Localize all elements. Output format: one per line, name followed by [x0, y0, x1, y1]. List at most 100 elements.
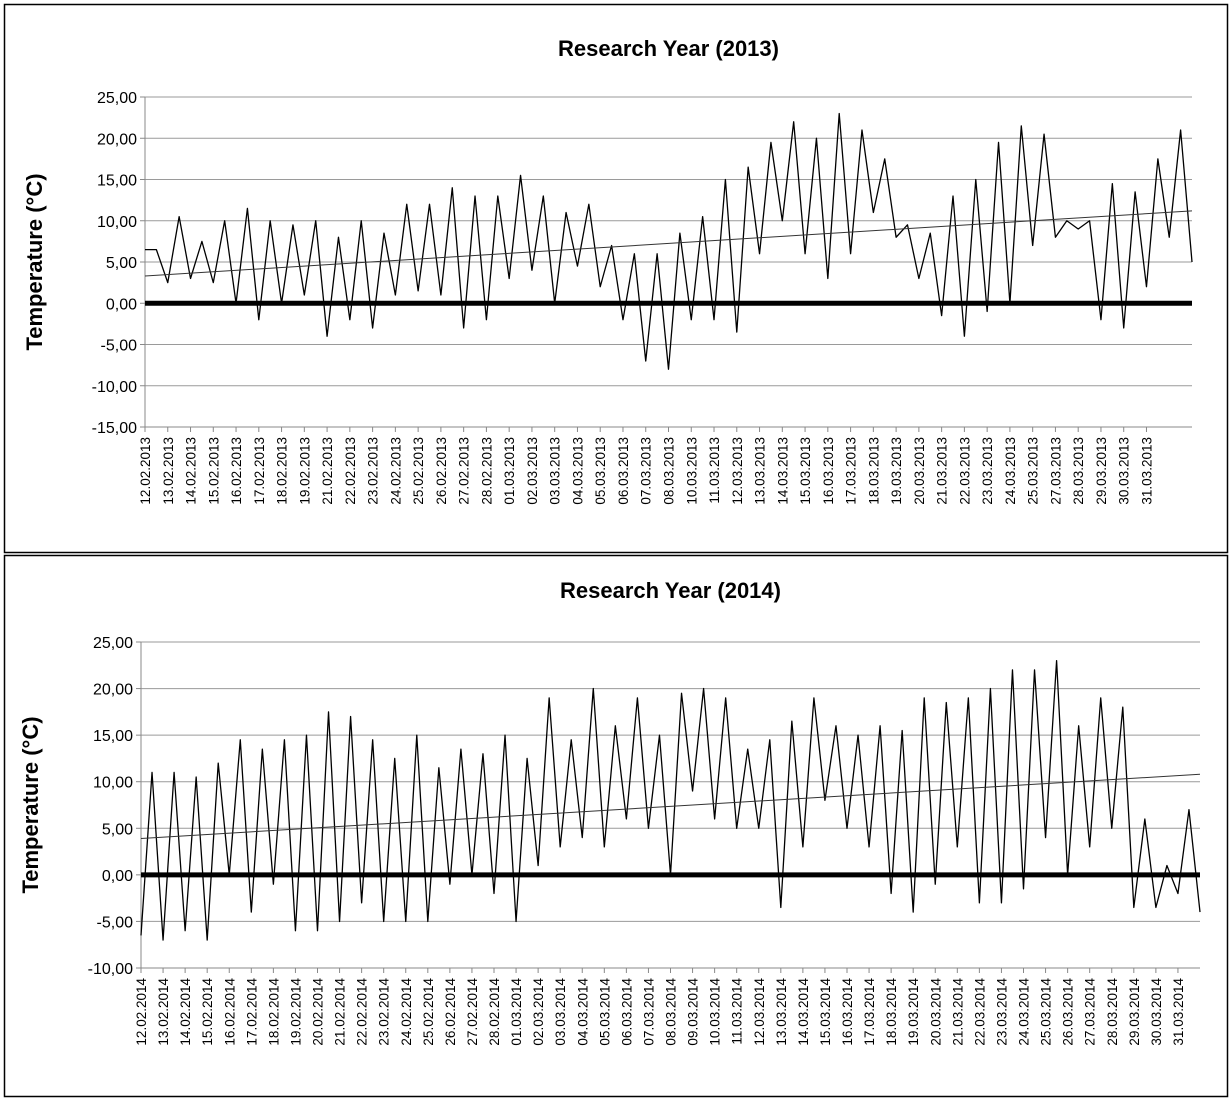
x-tick-label: 14.02.2014: [178, 978, 193, 1046]
x-tick-label: 26.03.2014: [1061, 978, 1076, 1046]
x-tick-label: 22.02.2014: [355, 978, 370, 1046]
x-tick-label: 24.03.2013: [1003, 437, 1018, 505]
x-tick-label: 17.02.2013: [252, 437, 267, 505]
y-tick-label: -5,00: [101, 338, 138, 355]
x-tick-label: 21.02.2014: [333, 978, 348, 1046]
x-tick-label: 10.03.2014: [708, 978, 723, 1046]
x-tick-label: 13.02.2014: [156, 978, 171, 1046]
y-tick-label: 25,00: [97, 90, 137, 107]
x-tick-label: 21.02.2013: [320, 437, 335, 505]
x-tick-label: 15.03.2014: [818, 978, 833, 1046]
temperature-line: [140, 659, 1201, 941]
y-tick-label: 0,00: [106, 296, 137, 313]
y-tick-label: 20,00: [97, 131, 137, 148]
x-tick-label: 01.03.2013: [502, 437, 517, 505]
x-tick-label: 26.02.2014: [443, 978, 458, 1046]
x-tick-label: 24.02.2014: [399, 978, 414, 1046]
x-tick-label: 04.03.2013: [570, 437, 585, 505]
y-tick-label: -10,00: [88, 961, 133, 978]
x-tick-label: 16.02.2013: [229, 437, 244, 505]
y-tick-label: -5,00: [97, 914, 134, 931]
x-tick-label: 14.03.2014: [796, 978, 811, 1046]
x-tick-label: 31.03.2014: [1171, 978, 1186, 1046]
chart: -10,00 -5,00 0,00 5,00 10,00 15,00 20,00 25,00 1…: [18, 578, 1201, 1046]
y-tick-label: 25,00: [93, 635, 133, 652]
x-tick-label: 23.02.2013: [366, 437, 381, 505]
panel-frame: [3, 3, 1229, 554]
x-tick-label: 22.03.2014: [972, 978, 987, 1046]
x-tick-label: 16.03.2014: [840, 978, 855, 1046]
x-tick-label: 18.03.2014: [884, 978, 899, 1046]
x-tick-label: 17.03.2014: [862, 978, 877, 1046]
x-tick-label: 29.03.2014: [1127, 978, 1142, 1046]
x-tick-label: 12.03.2014: [752, 978, 767, 1046]
x-tick-label: 27.03.2014: [1083, 978, 1098, 1046]
chart-title: Research Year (2014): [560, 578, 781, 603]
x-tick-label: 27.03.2013: [1048, 437, 1063, 505]
x-tick-label: 28.02.2013: [479, 437, 494, 505]
x-tick-label: 02.03.2013: [525, 437, 540, 505]
x-tick-label: 20.03.2014: [928, 978, 943, 1046]
x-tick-label: 29.03.2013: [1094, 437, 1109, 505]
trendline: [144, 210, 1193, 277]
x-tick-label: 06.03.2013: [616, 437, 631, 505]
x-tick-label: 25.03.2014: [1039, 978, 1054, 1046]
x-tick-label: 07.03.2014: [641, 978, 656, 1046]
x-tick-label: 11.03.2013: [707, 437, 722, 504]
x-tick-label: 03.03.2014: [553, 978, 568, 1046]
x-tick-label: 12.02.2013: [138, 437, 153, 505]
x-tick-label: 21.03.2013: [935, 437, 950, 505]
x-tick-label: 21.03.2014: [950, 978, 965, 1046]
x-tick-label: 15.02.2013: [206, 437, 221, 505]
x-tick-label: 02.03.2014: [531, 978, 546, 1046]
x-tick-label: 28.02.2014: [487, 978, 502, 1046]
x-tick-label: 11.03.2014: [730, 978, 745, 1045]
x-tick-label: 27.02.2014: [465, 978, 480, 1046]
y-tick-label: 0,00: [102, 868, 133, 885]
y-tick-label: 10,00: [93, 775, 133, 792]
x-tick-label: 13.03.2014: [774, 978, 789, 1046]
x-tick-label: 24.03.2014: [1017, 978, 1032, 1046]
y-tick-label: 15,00: [93, 728, 133, 745]
x-tick-label: 13.03.2013: [753, 437, 768, 505]
x-tick-label: 05.03.2014: [597, 978, 612, 1046]
y-axis-label: Temperature (°C): [18, 716, 43, 893]
y-tick-label: 15,00: [97, 173, 137, 190]
x-tick-label: 18.03.2013: [866, 437, 881, 505]
x-tick-label: 08.03.2013: [662, 437, 677, 505]
x-tick-label: 10.03.2013: [684, 437, 699, 505]
x-tick-label: 30.03.2013: [1117, 437, 1132, 505]
x-tick-label: 27.02.2013: [457, 437, 472, 505]
trendline: [140, 773, 1201, 840]
x-tick-label: 19.02.2013: [297, 437, 312, 505]
x-tick-label: 28.03.2014: [1105, 978, 1120, 1046]
y-tick-label: -15,00: [92, 420, 137, 437]
x-tick-label: 31.03.2013: [1139, 437, 1154, 505]
panel-frame: [3, 554, 1229, 1098]
x-tick-label: 16.02.2014: [222, 978, 237, 1046]
chart: -15,00 -10,00 -5,00 0,00 5,00 10,00 15,00 20,00…: [22, 36, 1193, 505]
x-tick-label: 03.03.2013: [548, 437, 563, 505]
x-tick-label: 25.03.2013: [1026, 437, 1041, 505]
x-tick-label: 16.03.2013: [821, 437, 836, 505]
x-tick-label: 25.02.2013: [411, 437, 426, 505]
x-tick-label: 14.02.2013: [184, 437, 199, 505]
x-tick-label: 04.03.2014: [575, 978, 590, 1046]
x-tick-label: 14.03.2013: [775, 437, 790, 505]
y-tick-label: 10,00: [97, 214, 137, 231]
x-tick-label: 17.02.2014: [244, 978, 259, 1046]
x-tick-label: 12.03.2013: [730, 437, 745, 505]
x-tick-label: 24.02.2013: [388, 437, 403, 505]
x-tick-label: 22.03.2013: [957, 437, 972, 505]
y-tick-label: 5,00: [102, 821, 133, 838]
x-tick-label: 19.03.2014: [906, 978, 921, 1046]
x-tick-label: 22.02.2013: [343, 437, 358, 505]
x-tick-label: 28.03.2013: [1071, 437, 1086, 505]
x-tick-label: 15.02.2014: [200, 978, 215, 1046]
x-tick-label: 15.03.2013: [798, 437, 813, 505]
x-tick-label: 09.03.2014: [686, 978, 701, 1046]
x-tick-label: 19.03.2013: [889, 437, 904, 505]
x-tick-label: 20.02.2014: [311, 978, 326, 1046]
